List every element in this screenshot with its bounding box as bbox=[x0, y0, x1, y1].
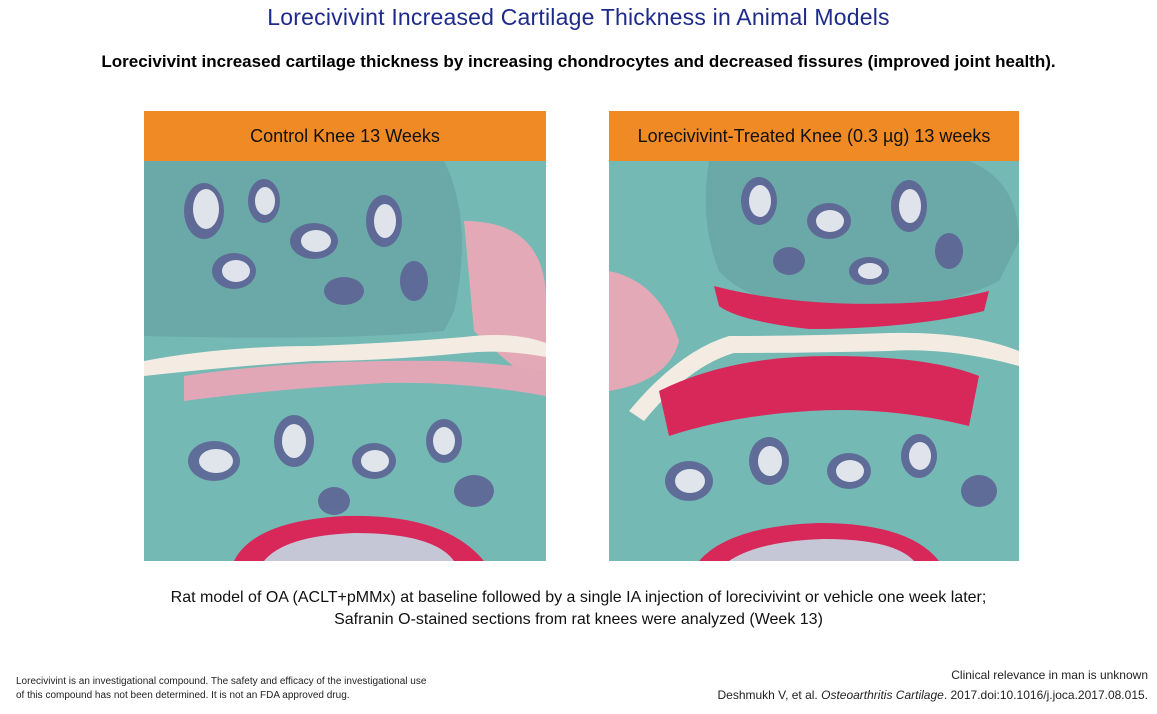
slide-title: Lorecivivint Increased Cartilage Thickne… bbox=[267, 4, 890, 30]
control-knee-panel: Control Knee 13 Weeks bbox=[144, 111, 546, 561]
control-knee-header: Control Knee 13 Weeks bbox=[144, 111, 546, 161]
treated-knee-header: Lorecivivint-Treated Knee (0.3 µg) 13 we… bbox=[609, 111, 1019, 161]
treated-knee-panel: Lorecivivint-Treated Knee (0.3 µg) 13 we… bbox=[609, 111, 1019, 561]
slide-subtitle: Lorecivivint increased cartilage thickne… bbox=[101, 52, 1056, 71]
treated-knee-histology-image bbox=[609, 161, 1019, 561]
caption-line-1: Rat model of OA (ACLT+pMMx) at baseline … bbox=[170, 589, 987, 606]
figure-caption: Rat model of OA (ACLT+pMMx) at baseline … bbox=[0, 587, 1157, 631]
reference-journal: Osteoarthritis Cartilage bbox=[821, 688, 944, 702]
reference-doi: . 2017.doi:10.1016/j.joca.2017.08.015. bbox=[943, 688, 1148, 702]
reference-citation: Deshmukh V, et al. Osteoarthritis Cartil… bbox=[717, 688, 1148, 702]
control-knee-histology-image bbox=[144, 161, 546, 561]
reference-authors: Deshmukh V, et al. bbox=[717, 688, 818, 702]
caption-line-2: Safranin O-stained sections from rat kne… bbox=[334, 611, 823, 628]
investigational-disclaimer: Lorecivivint is an investigational compo… bbox=[16, 676, 427, 701]
clinical-relevance-note: Clinical relevance in man is unknown bbox=[951, 668, 1148, 682]
